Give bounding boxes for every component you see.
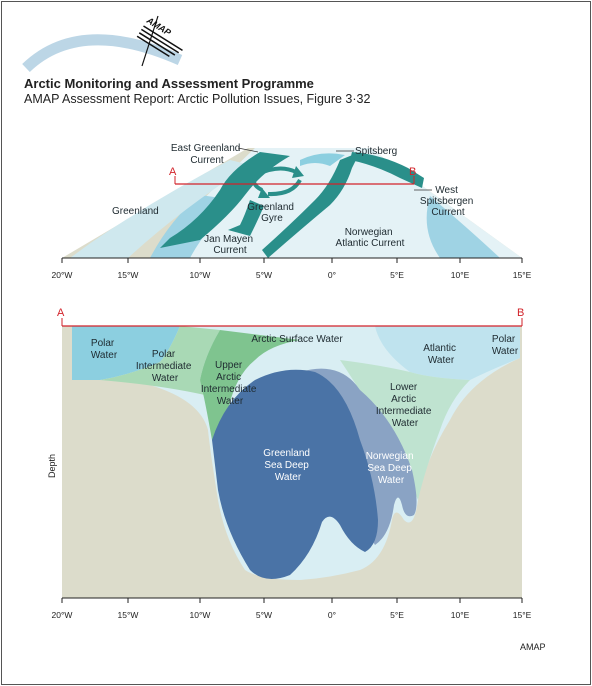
depth-axis-label: Depth xyxy=(47,454,57,478)
label-polar-water-right: Polar Water xyxy=(492,334,519,357)
amap-credit: AMAP xyxy=(520,642,546,652)
section-point-a: A xyxy=(57,307,65,319)
map-point-b: B xyxy=(409,166,416,178)
lower-arctic-intermediate-water xyxy=(340,360,470,500)
label-jan-mayen-current: Jan Mayen Current xyxy=(204,234,256,256)
label-norwegian-sea-deep-water: Norwegian Sea Deep Water xyxy=(366,451,417,486)
label-polar-intermediate-water: Polar Intermediate Water xyxy=(136,349,194,384)
map-tick-label: 5°W xyxy=(256,270,272,280)
label-east-greenland-current: East Greenland Current xyxy=(171,143,243,166)
greenland-sea-deep-water xyxy=(212,369,378,579)
label-greenland-gyre: Greenland Gyre xyxy=(247,202,296,224)
label-norwegian-atlantic-current: Norwegian Atlantic Current xyxy=(336,227,405,249)
polar-intermediate-water xyxy=(100,326,220,395)
label-polar-water-left: Polar Water xyxy=(91,338,118,361)
map-tick-label: 20°W xyxy=(52,270,73,280)
current-map: A B East Greenland Current Spitsberg Wes… xyxy=(52,143,532,280)
label-greenland: Greenland xyxy=(112,206,159,217)
section-tick-marks: 20°W 15°W 10°W 5°W 0° 5°E 10°E 15°E xyxy=(52,598,532,620)
label-atlantic-water: Atlantic Water xyxy=(423,343,459,366)
atlantic-water xyxy=(375,326,520,380)
map-tick-label: 0° xyxy=(328,270,336,280)
amap-logo: AMAP xyxy=(22,15,183,73)
section-point-b: B xyxy=(517,307,524,319)
map-tick-label: 10°E xyxy=(451,270,470,280)
section-tick-label: 15°W xyxy=(118,610,139,620)
label-upper-arctic-intermediate-water: Upper Arctic Intermediate Water xyxy=(201,360,259,407)
section-tick-label: 5°W xyxy=(256,610,272,620)
label-arctic-surface-water: Arctic Surface Water xyxy=(251,334,343,345)
jan-mayen-current xyxy=(228,200,264,236)
page-title: Arctic Monitoring and Assessment Program… xyxy=(24,76,314,91)
map-tick-label: 15°W xyxy=(118,270,139,280)
section-tick-label: 10°W xyxy=(190,610,211,620)
page-subtitle: AMAP Assessment Report: Arctic Pollution… xyxy=(24,92,371,106)
label-west-spitsbergen-current: West Spitsbergen Current xyxy=(420,185,476,218)
section-tick-label: 20°W xyxy=(52,610,73,620)
west-spitsbergen-current xyxy=(350,152,424,188)
norwegian-atlantic-current xyxy=(262,152,360,258)
east-greenland-current xyxy=(160,152,290,248)
section-tick-label: 5°E xyxy=(390,610,404,620)
map-tick-marks: 20°W 15°W 10°W 5°W 0° 5°E 10°E 15°E xyxy=(52,258,532,280)
label-spitsberg: Spitsberg xyxy=(355,146,397,157)
map-tick-label: 10°W xyxy=(190,270,211,280)
section-tick-label: 0° xyxy=(328,610,336,620)
map-tick-label: 5°E xyxy=(390,270,404,280)
section-tick-label: 10°E xyxy=(451,610,470,620)
polar-water-left xyxy=(72,326,180,380)
map-tick-label: 15°E xyxy=(513,270,532,280)
label-lower-arctic-intermediate-water: Lower Arctic Intermediate Water xyxy=(376,382,434,429)
label-greenland-sea-deep-water: Greenland Sea Deep Water xyxy=(263,448,312,483)
section-tick-label: 15°E xyxy=(513,610,532,620)
map-point-a: A xyxy=(169,166,177,178)
